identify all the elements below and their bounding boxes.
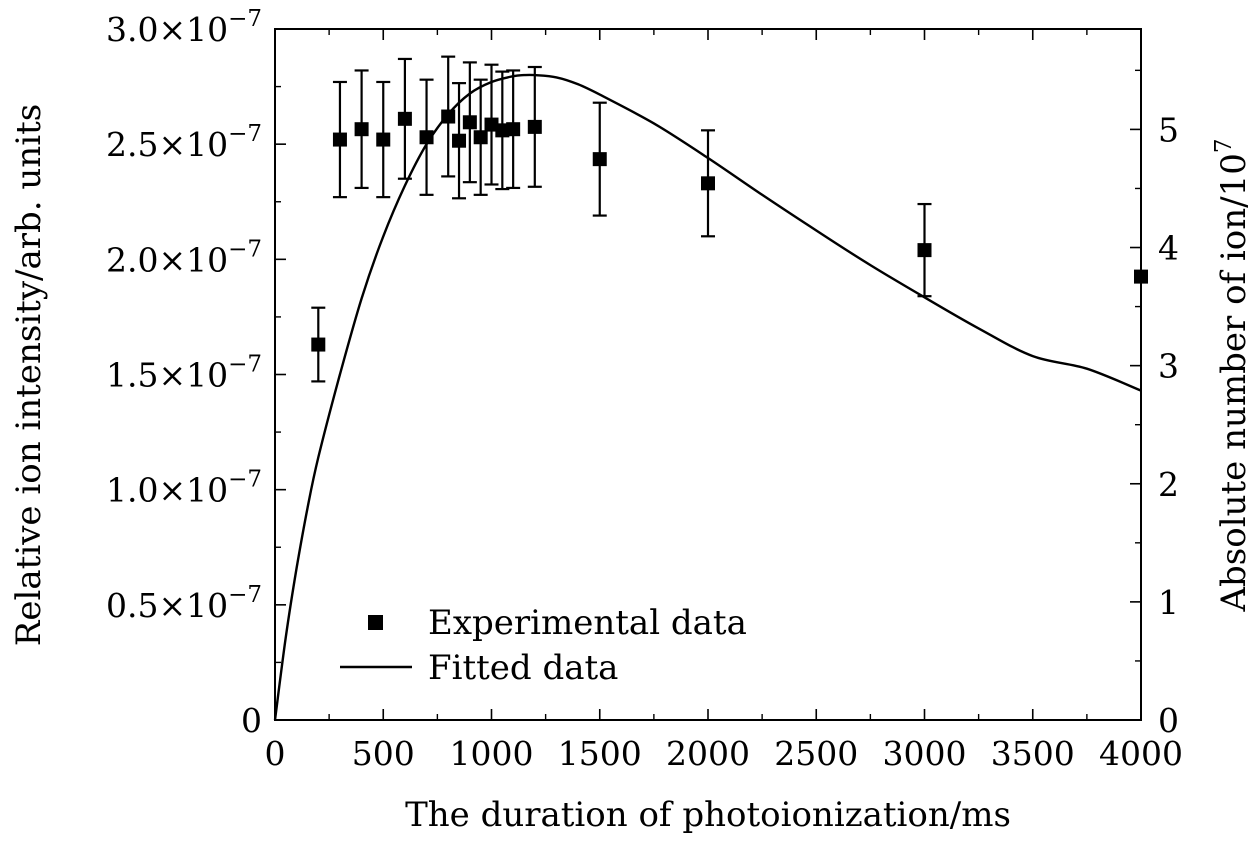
data-point-marker (1134, 269, 1148, 284)
legend-marker-experimental (368, 615, 383, 630)
experimental-data-points (311, 55, 1148, 383)
x-tick-label: 1000 (450, 734, 534, 773)
y-right-tick-label: 1 (1158, 583, 1179, 622)
data-point (917, 202, 932, 298)
data-point (419, 78, 434, 196)
data-point (397, 57, 412, 180)
axis-tick-labels: 0 500 1000 1500 2000 2500 3000 3500 400000.5×10−… (106, 6, 1183, 773)
data-point (332, 80, 347, 199)
legend: Experimental data Fitted data (340, 603, 747, 688)
x-tick-label: 4000 (1099, 734, 1183, 773)
data-point-marker (452, 133, 467, 148)
x-axis-label: The duration of photoionization/ms (405, 795, 1011, 835)
data-point (592, 101, 607, 217)
y-right-tick-label: 3 (1158, 347, 1179, 386)
axis-ticks (274, 28, 1142, 721)
y-axis-label-left: Relative ion intensity/arb. units (9, 104, 49, 646)
data-point (441, 55, 456, 178)
y-left-tick-label: 1.5×10−7 (106, 352, 262, 395)
y-left-tick-label: 0 (241, 701, 262, 740)
x-tick-label: 3000 (883, 734, 967, 773)
data-point-marker (484, 117, 499, 132)
x-tick-label: 2000 (666, 734, 750, 773)
data-point (1134, 269, 1148, 284)
data-point (473, 78, 488, 196)
y-axis-label-right-base: Absolute number of ion/10 (1214, 153, 1254, 612)
data-point (354, 69, 369, 190)
data-point-marker (332, 132, 347, 147)
data-point (376, 80, 391, 199)
x-tick-label: 0 (265, 734, 286, 773)
y-right-tick-label: 4 (1158, 229, 1179, 268)
data-point-marker (419, 130, 434, 145)
data-point-marker (527, 119, 542, 134)
data-point-marker (376, 132, 391, 147)
y-left-tick-label: 1.0×10−7 (106, 467, 262, 510)
data-point (506, 69, 521, 190)
y-left-tick-label: 0.5×10−7 (106, 582, 262, 625)
legend-label-experimental: Experimental data (428, 603, 747, 643)
data-point (462, 61, 477, 184)
y-axis-label-right-exp: 7 (1211, 138, 1237, 153)
data-point-marker (441, 109, 456, 124)
x-tick-label: 2500 (774, 734, 858, 773)
y-right-tick-label: 0 (1158, 701, 1179, 740)
data-point-marker (506, 122, 521, 137)
data-point-marker (592, 152, 607, 167)
y-right-tick-label: 2 (1158, 465, 1179, 504)
data-point-marker (495, 123, 510, 138)
x-tick-label: 3500 (991, 734, 1075, 773)
data-point-marker (917, 243, 932, 258)
data-point (495, 70, 510, 191)
data-point-marker (311, 337, 326, 352)
data-point (311, 306, 326, 383)
data-point-marker (354, 122, 369, 137)
legend-label-fitted: Fitted data (428, 648, 618, 688)
y-right-tick-label: 5 (1158, 110, 1179, 149)
data-point (527, 65, 542, 188)
data-point-marker (473, 130, 488, 145)
y-axis-label-right: Absolute number of ion/107 (1211, 138, 1254, 612)
data-point (452, 82, 467, 200)
data-point-marker (397, 111, 412, 126)
x-tick-label: 500 (352, 734, 415, 773)
data-point-marker (462, 115, 477, 130)
y-left-tick-label: 3.0×10−7 (106, 6, 262, 49)
data-point (484, 63, 499, 186)
data-point (701, 129, 715, 238)
y-left-tick-label: 2.5×10−7 (106, 121, 262, 164)
fitted-data-line (273, 73, 1142, 721)
data-point-marker (701, 176, 715, 191)
x-tick-label: 1500 (558, 734, 642, 773)
y-left-tick-label: 2.0×10−7 (106, 236, 262, 279)
